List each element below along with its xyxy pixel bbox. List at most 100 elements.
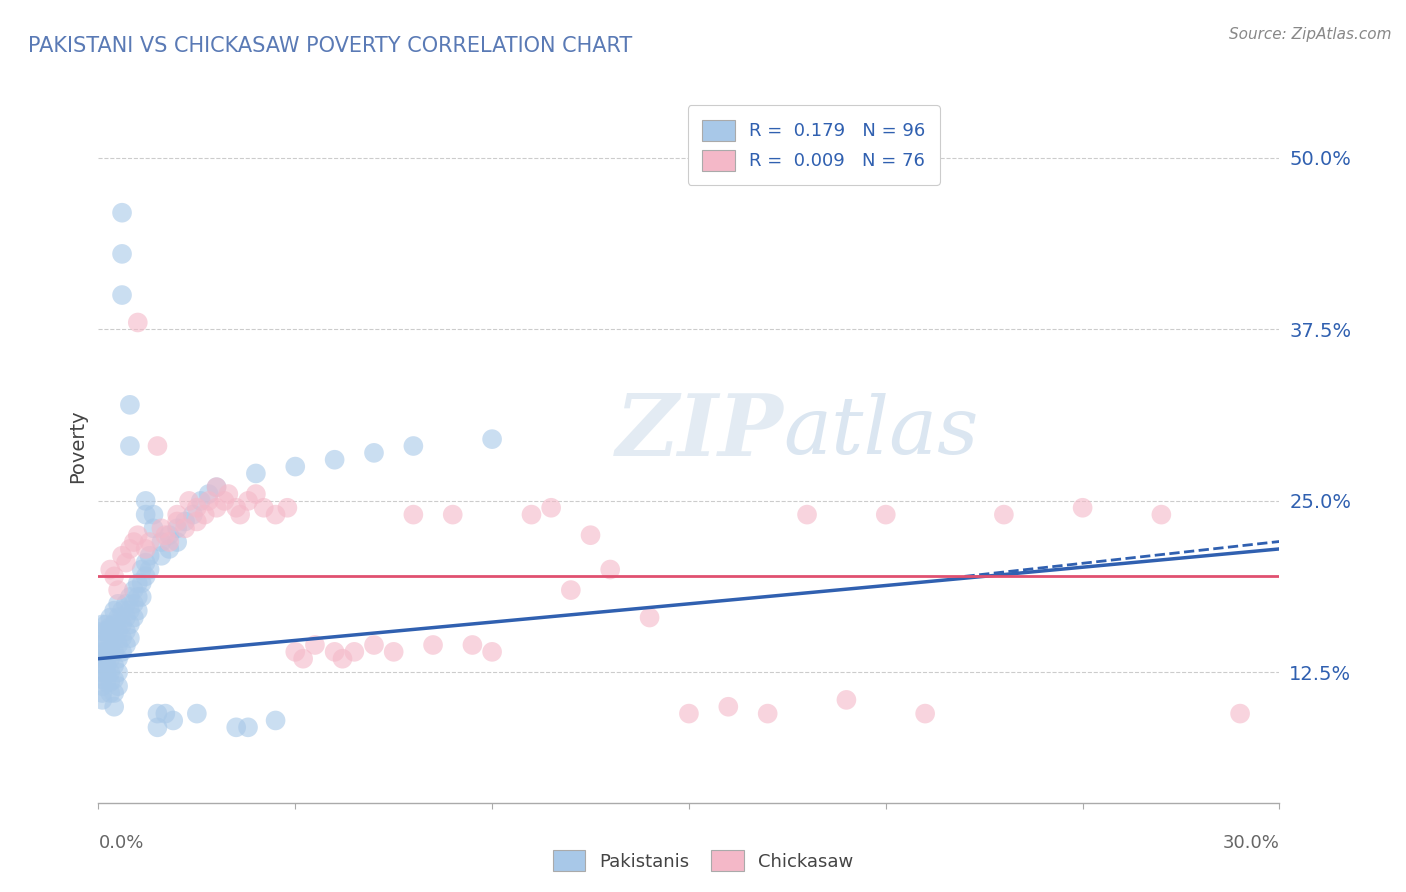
Point (214, 494, 236, 508)
Point (177, 494, 200, 508)
Point (520, 508, 543, 522)
Point (174, 515, 197, 529)
Point (166, 508, 188, 522)
Point (756, 706, 779, 721)
Point (678, 706, 700, 721)
Text: Source: ZipAtlas.com: Source: ZipAtlas.com (1229, 27, 1392, 42)
Point (197, 494, 219, 508)
Point (91, 673, 114, 687)
Point (122, 535, 145, 549)
Point (115, 556, 138, 570)
Point (135, 541, 157, 556)
Point (98, 631, 121, 645)
Point (875, 508, 897, 522)
Text: ZIP: ZIP (616, 390, 783, 474)
Point (122, 583, 145, 598)
Point (115, 610, 138, 624)
Point (284, 459, 307, 474)
Point (91, 617, 114, 632)
Point (166, 515, 188, 529)
Point (422, 638, 444, 652)
Point (107, 679, 129, 693)
Point (441, 508, 464, 522)
Point (103, 617, 125, 632)
Point (96, 658, 118, 673)
Point (205, 500, 228, 515)
Point (717, 699, 740, 714)
Point (96, 624, 118, 639)
Point (540, 500, 562, 515)
Point (264, 714, 287, 728)
Point (96, 617, 118, 632)
Point (157, 541, 180, 556)
Point (131, 576, 153, 591)
Point (103, 604, 125, 618)
Point (146, 439, 169, 453)
Point (138, 535, 160, 549)
Point (111, 288, 134, 302)
Point (115, 624, 138, 639)
Point (150, 549, 173, 563)
Point (98, 665, 121, 680)
Point (131, 562, 153, 576)
Point (115, 597, 138, 611)
Legend: R =  0.179   N = 96, R =  0.009   N = 76: R = 0.179 N = 96, R = 0.009 N = 76 (688, 105, 939, 185)
Point (146, 706, 169, 721)
Y-axis label: Poverty: Poverty (69, 409, 87, 483)
Point (91, 633, 114, 648)
Point (174, 521, 197, 535)
Point (276, 500, 298, 515)
Point (142, 508, 165, 522)
Point (107, 597, 129, 611)
Point (118, 604, 141, 618)
Point (91, 686, 114, 700)
Point (135, 569, 157, 583)
Point (107, 610, 129, 624)
Point (122, 610, 145, 624)
Point (127, 604, 149, 618)
Point (118, 617, 141, 632)
Point (332, 651, 354, 665)
Point (138, 549, 160, 563)
Point (292, 651, 315, 665)
Point (96, 633, 118, 648)
Point (127, 528, 149, 542)
Point (111, 247, 134, 261)
Point (162, 714, 184, 728)
Point (146, 720, 169, 734)
Point (131, 590, 153, 604)
Legend: Pakistanis, Chickasaw: Pakistanis, Chickasaw (546, 843, 860, 879)
Point (402, 508, 425, 522)
Point (118, 590, 141, 604)
Point (91, 638, 114, 652)
Point (118, 631, 141, 645)
Point (190, 494, 212, 508)
Point (98, 686, 121, 700)
Point (107, 651, 129, 665)
Point (103, 645, 125, 659)
Point (796, 508, 818, 522)
Point (111, 205, 134, 219)
Point (343, 645, 366, 659)
Point (98, 642, 121, 657)
Point (579, 528, 602, 542)
Point (91, 679, 114, 693)
Point (638, 610, 661, 624)
Point (91, 645, 114, 659)
Point (284, 645, 307, 659)
Point (118, 439, 141, 453)
Point (138, 562, 160, 576)
Point (127, 316, 149, 330)
Point (91, 693, 114, 707)
Point (382, 645, 405, 659)
Point (245, 487, 267, 501)
Point (98, 562, 121, 576)
Point (993, 508, 1015, 522)
Point (205, 480, 228, 494)
Point (166, 535, 188, 549)
Point (98, 620, 121, 634)
Point (115, 638, 138, 652)
Point (236, 720, 259, 734)
Point (157, 535, 180, 549)
Point (166, 521, 188, 535)
